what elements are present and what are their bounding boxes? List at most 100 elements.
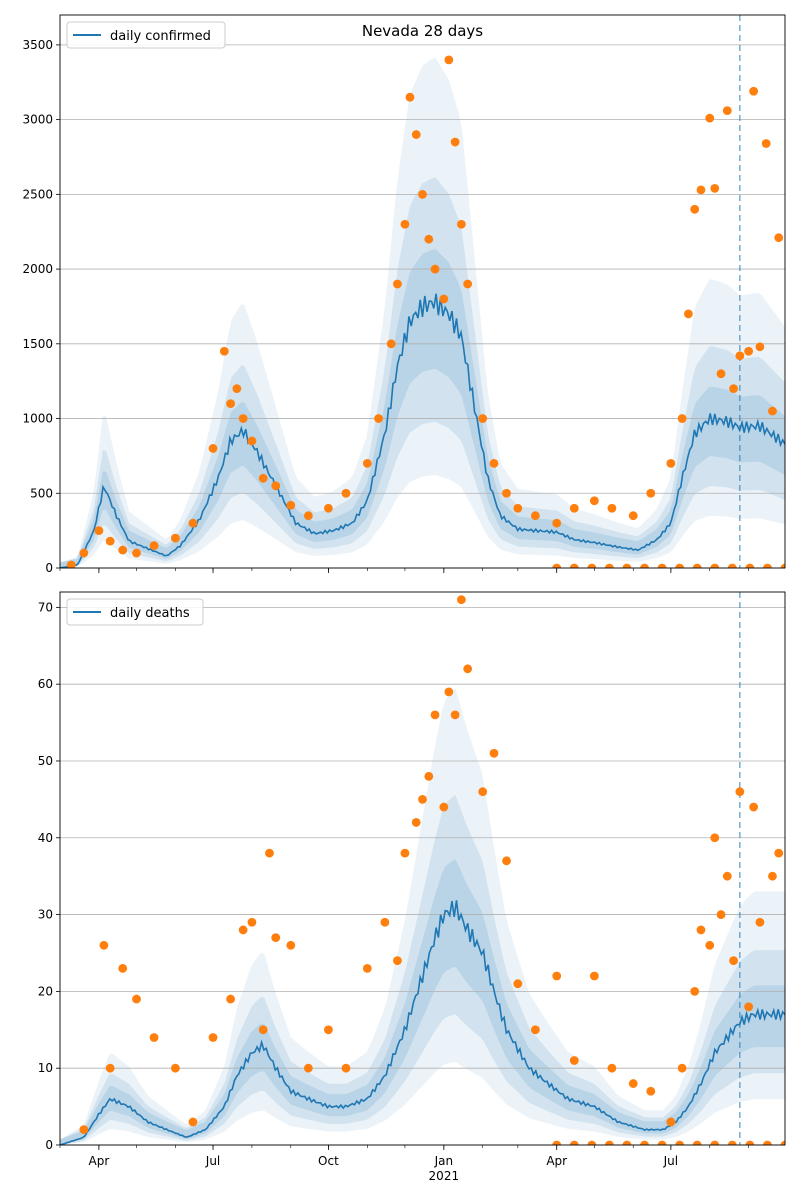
data-point	[450, 710, 460, 720]
y-tick-label: 30	[38, 908, 53, 922]
series-points-group	[79, 595, 785, 1145]
data-point	[569, 503, 579, 513]
data-point-zero	[727, 1140, 737, 1145]
data-point	[94, 526, 104, 536]
y-tick-label: 1500	[22, 337, 53, 351]
data-point	[303, 511, 313, 521]
y-tick-label: 2500	[22, 187, 53, 201]
data-point-zero	[569, 1140, 579, 1145]
data-point-zero	[640, 563, 649, 568]
data-point	[247, 436, 257, 446]
data-point-zero	[622, 563, 632, 568]
plot-frame	[59, 591, 786, 1146]
legend: daily confirmed	[66, 21, 226, 49]
data-point	[552, 518, 562, 528]
band-1	[60, 688, 785, 1145]
data-point	[439, 294, 449, 304]
data-point-zero	[604, 1140, 614, 1145]
data-point	[729, 384, 738, 394]
data-point	[132, 994, 141, 1004]
data-point-zero	[780, 563, 785, 568]
data-point-zero	[622, 1140, 632, 1145]
data-point	[400, 848, 410, 858]
data-point	[226, 399, 235, 408]
data-point	[729, 956, 738, 966]
data-point	[247, 917, 257, 927]
data-point	[232, 384, 242, 394]
data-point-zero	[569, 563, 579, 568]
data-point	[324, 1025, 333, 1035]
chart-panel-1: 0 500 1000 1500 2000 2500 3000 3500 daily confir…	[22, 14, 786, 575]
data-point-zero	[727, 563, 737, 568]
data-point	[265, 848, 274, 858]
data-point-zero	[780, 1140, 785, 1145]
data-point	[530, 1025, 540, 1035]
data-point-zero	[710, 563, 720, 568]
data-point-zero	[763, 1140, 772, 1145]
data-point	[118, 545, 128, 555]
data-point	[341, 488, 351, 498]
data-point	[684, 309, 693, 319]
data-point	[386, 339, 396, 349]
series-line-group	[60, 900, 785, 1145]
data-point	[258, 473, 268, 483]
uncertainty-bands	[60, 688, 785, 1145]
data-point	[456, 595, 466, 605]
data-point	[677, 1063, 687, 1073]
band-2	[60, 795, 785, 1145]
data-point	[768, 406, 777, 416]
data-point	[744, 346, 754, 356]
data-point	[755, 917, 765, 927]
data-point	[424, 771, 434, 781]
data-point-zero	[675, 563, 685, 568]
data-point-zero	[552, 563, 562, 568]
data-point-zero	[640, 1140, 649, 1145]
y-tick-label: 0	[45, 561, 53, 575]
data-point	[478, 787, 488, 797]
data-point	[768, 871, 777, 881]
data-point-zero	[587, 563, 597, 568]
data-point	[208, 1033, 218, 1042]
data-point	[99, 940, 109, 950]
data-point	[188, 518, 198, 528]
data-point	[303, 1063, 313, 1073]
data-point	[552, 971, 562, 981]
data-point	[646, 1086, 656, 1096]
data-point	[424, 234, 434, 244]
band-2	[60, 177, 785, 568]
legend-box	[66, 598, 204, 626]
data-point	[463, 664, 473, 674]
data-point-zero	[692, 563, 702, 568]
x-tick-label: Oct	[318, 1154, 339, 1168]
y-tick-label: 3000	[22, 113, 53, 127]
data-point	[400, 219, 410, 229]
data-point	[589, 496, 599, 506]
y-tick-label: 40	[38, 831, 53, 845]
data-point	[170, 1063, 180, 1073]
data-point	[271, 481, 281, 491]
x-tick-label: Jul	[663, 1154, 678, 1168]
data-point	[105, 1063, 115, 1073]
data-point	[132, 548, 141, 558]
data-point	[696, 185, 706, 195]
data-point	[374, 414, 383, 423]
data-point	[755, 342, 765, 352]
data-point	[628, 511, 638, 521]
data-point	[735, 787, 745, 797]
data-point	[502, 488, 511, 498]
data-point	[405, 92, 415, 102]
data-point-zero	[675, 1140, 685, 1145]
data-point	[666, 1117, 676, 1127]
data-point	[118, 963, 128, 973]
data-point	[489, 458, 499, 468]
y-tick-label: 1000	[22, 412, 53, 426]
data-point	[710, 183, 720, 193]
data-point-zero	[552, 1140, 562, 1145]
data-point	[439, 802, 449, 812]
data-point	[324, 503, 333, 513]
data-point	[393, 956, 402, 966]
data-point	[513, 979, 523, 989]
data-point	[607, 1063, 617, 1073]
